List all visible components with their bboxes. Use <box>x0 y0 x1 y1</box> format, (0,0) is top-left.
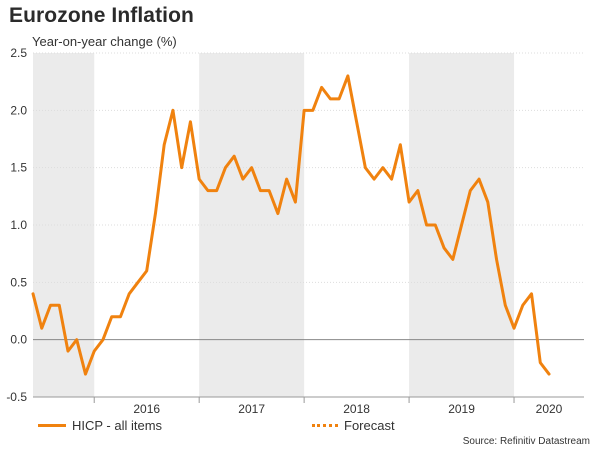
legend-label-hicp: HICP - all items <box>72 418 163 433</box>
x-axis: 2016 2017 2018 2019 2020 <box>93 397 563 416</box>
x-tick-label: 2020 <box>536 402 563 416</box>
x-tick-label: 2017 <box>238 402 265 416</box>
y-tick-label: 1.0 <box>10 218 27 232</box>
y-tick-label: 0.0 <box>10 333 27 347</box>
y-tick-label: 2.5 <box>10 46 27 60</box>
y-tick-label: -0.5 <box>6 390 27 404</box>
legend-label-forecast: Forecast <box>344 418 395 433</box>
legend-item-forecast: Forecast <box>312 418 395 433</box>
series-hicp <box>31 74 551 376</box>
y-tick-label: 2.0 <box>10 103 27 117</box>
y-axis: 2.5 2.0 1.5 1.0 0.5 0.0 -0.5 <box>6 46 27 404</box>
x-tick-label: 2019 <box>448 402 475 416</box>
x-tick-label: 2018 <box>343 402 370 416</box>
x-tick-label: 2016 <box>133 402 160 416</box>
legend-item-hicp: HICP - all items <box>38 418 162 433</box>
legend-swatch-dotted <box>312 424 338 427</box>
source-note: Source: Refinitiv Datastream <box>462 436 590 447</box>
legend-swatch-solid <box>38 424 66 427</box>
chart-title: Eurozone Inflation <box>9 4 194 27</box>
y-tick-label: 1.5 <box>10 161 27 175</box>
chart-subtitle: Year-on-year change (%) <box>32 34 177 49</box>
series-line-hicp <box>31 74 551 376</box>
y-tick-label: 0.5 <box>10 275 27 289</box>
